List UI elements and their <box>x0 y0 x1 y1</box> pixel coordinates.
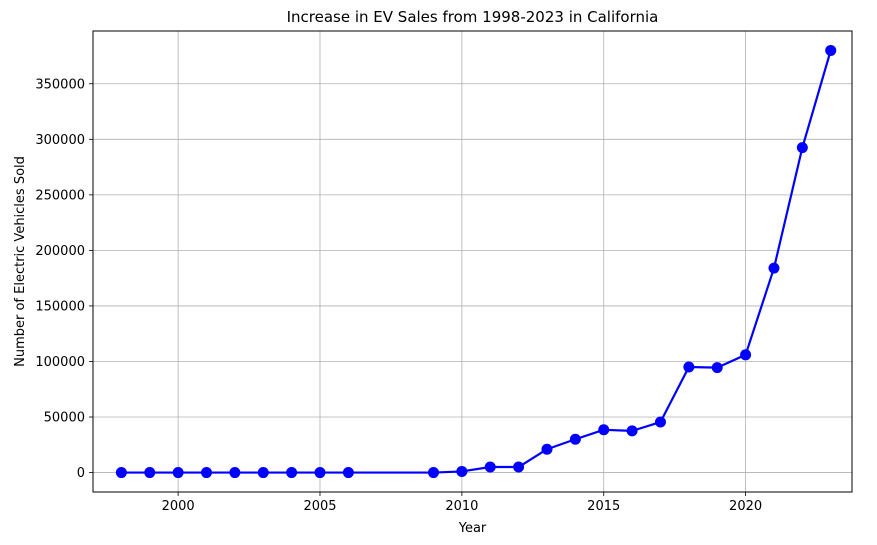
data-point <box>541 443 553 455</box>
y-axis-label: Number of Electric Vehicles Sold <box>13 156 28 367</box>
plot-frame <box>92 30 853 493</box>
data-point <box>115 467 127 479</box>
data-point <box>314 467 326 479</box>
y-tick-label: 150000 <box>35 299 85 314</box>
y-tick-label: 100000 <box>35 355 85 370</box>
data-point <box>740 349 752 361</box>
y-tick-label: 200000 <box>35 244 85 259</box>
data-point <box>144 467 156 479</box>
data-point <box>654 416 666 428</box>
data-point <box>825 44 837 56</box>
x-tick-label: 2005 <box>303 499 336 514</box>
x-tick-label: 2000 <box>162 499 195 514</box>
data-point <box>172 467 184 479</box>
data-point <box>286 467 298 479</box>
data-point <box>456 465 468 477</box>
series-layer <box>115 44 837 479</box>
x-tick-label: 2015 <box>587 499 620 514</box>
y-axis-ticks: 0 50000 100000 150000 200000 250000 300000 3500… <box>35 77 93 481</box>
x-tick-label: 2010 <box>445 499 478 514</box>
data-point <box>342 467 354 479</box>
y-tick-label: 300000 <box>35 133 85 148</box>
data-point <box>427 467 439 479</box>
data-point <box>711 362 723 374</box>
y-tick-label: 350000 <box>35 77 85 92</box>
x-axis-ticks: 2000 2005 2010 2015 2020 <box>162 492 762 514</box>
y-tick-label: 50000 <box>44 411 85 426</box>
y-tick-label: 0 <box>77 466 85 481</box>
data-point <box>513 461 525 473</box>
data-point <box>768 262 780 274</box>
series-line <box>121 50 832 474</box>
chart-title: Increase in EV Sales from 1998-2023 in C… <box>287 8 659 26</box>
y-tick-label: 250000 <box>35 188 85 203</box>
data-point <box>229 467 241 479</box>
data-point <box>257 467 269 479</box>
data-point <box>683 361 695 373</box>
data-point <box>796 142 808 154</box>
data-point <box>484 461 496 473</box>
grid <box>93 31 852 492</box>
data-point <box>200 467 212 479</box>
data-point <box>569 433 581 445</box>
data-point <box>626 425 638 437</box>
x-tick-label: 2020 <box>729 499 762 514</box>
x-axis-label: Year <box>458 521 487 536</box>
data-point <box>598 424 610 436</box>
